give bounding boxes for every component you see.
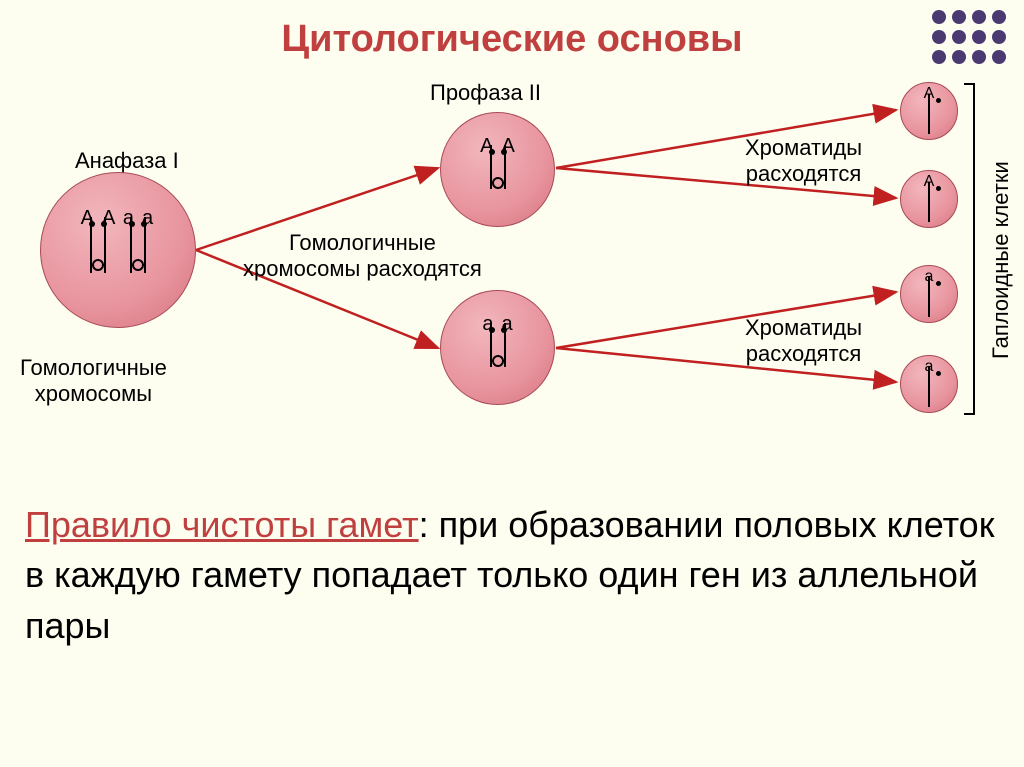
haploid-cell: A (900, 82, 958, 140)
page-title: Цитологические основы (0, 18, 1024, 61)
haploid-cells-label: Гаплоидные клетки (988, 110, 1014, 410)
prophase2-label: Профаза II (430, 80, 541, 106)
rule-term: Правило чистоты гамет (25, 504, 419, 545)
haploid-cell: a (900, 265, 958, 323)
anaphase1-cell: AA aa (40, 172, 196, 328)
chromatid-split-label-bottom: Хроматиды расходятся (745, 315, 862, 367)
chromatid-split-label-top: Хроматиды расходятся (745, 135, 862, 187)
homologous-split-label: Гомологичные хромосомы расходятся (243, 230, 482, 282)
prophase2-bottom-cell: aa (440, 290, 555, 405)
rule-paragraph: Правило чистоты гамет: при образовании п… (25, 500, 995, 651)
anaphase-label: Анафаза I (75, 148, 179, 174)
meiosis-diagram: Анафаза I AA aa Гомологичные хромосомы П… (0, 70, 1024, 460)
haploid-cell: a (900, 355, 958, 413)
prophase2-top-cell: AA (440, 112, 555, 227)
homologous-label: Гомологичные хромосомы (20, 355, 167, 407)
haploid-cell: A (900, 170, 958, 228)
